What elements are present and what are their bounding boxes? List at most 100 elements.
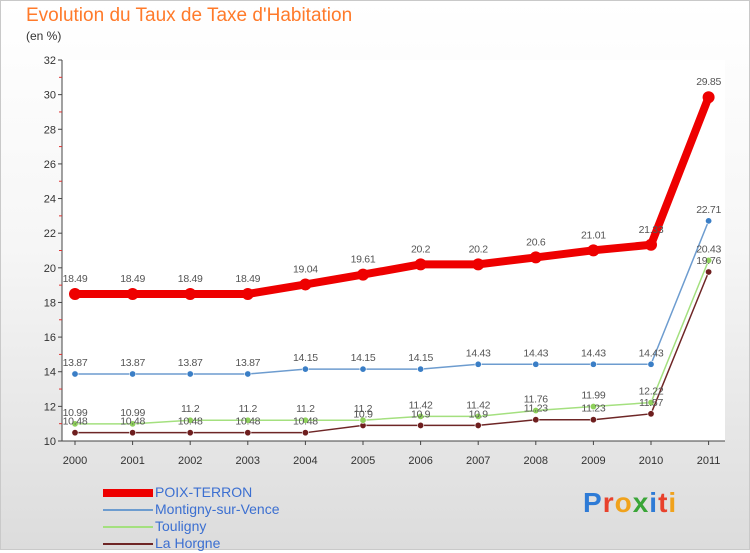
data-label-montigny-sur-vence: 14.15 xyxy=(408,352,433,364)
data-label-poix-terron: 21.01 xyxy=(581,229,606,241)
data-point-touligny xyxy=(474,412,482,420)
data-point-montigny-sur-vence xyxy=(186,370,194,378)
data-point-poix-terron xyxy=(357,268,369,281)
logo-letter: t xyxy=(658,487,669,518)
data-label-montigny-sur-vence: 13.87 xyxy=(178,357,203,369)
data-point-poix-terron xyxy=(126,287,139,300)
data-point-la-horgne xyxy=(417,421,425,429)
data-label-poix-terron: 19.61 xyxy=(351,254,376,266)
data-label-montigny-sur-vence: 14.15 xyxy=(351,352,376,364)
data-point-montigny-sur-vence xyxy=(705,217,713,225)
data-point-la-horgne xyxy=(186,429,194,437)
legend-swatch-montigny-sur-vence xyxy=(103,509,153,511)
data-point-touligny xyxy=(129,420,137,428)
x-tick-label: 2004 xyxy=(293,455,317,467)
data-label-touligny: 20.43 xyxy=(696,243,721,255)
data-point-la-horgne xyxy=(647,410,655,418)
data-point-touligny xyxy=(647,399,655,407)
data-label-touligny: 11.2 xyxy=(354,403,373,415)
data-point-poix-terron xyxy=(529,251,542,264)
legend-label: Touligny xyxy=(155,518,207,534)
y-tick-label: 22 xyxy=(44,228,56,240)
data-label-touligny: 11.2 xyxy=(181,403,200,415)
data-label-la-horgne: 11.23 xyxy=(581,403,605,415)
data-label-la-horgne: 10.48 xyxy=(235,416,260,428)
data-point-touligny xyxy=(71,420,79,428)
data-point-poix-terron xyxy=(184,287,197,300)
data-label-la-horgne: 10.48 xyxy=(63,416,88,428)
data-label-touligny: 11.42 xyxy=(466,399,490,411)
x-tick-label: 2000 xyxy=(63,455,87,467)
x-tick-label: 2008 xyxy=(524,455,548,467)
data-label-la-horgne: 11.57 xyxy=(639,397,663,409)
data-label-montigny-sur-vence: 14.43 xyxy=(639,347,664,359)
data-label-la-horgne: 10.48 xyxy=(178,416,203,428)
data-label-poix-terron: 20.2 xyxy=(469,243,489,255)
data-point-poix-terron xyxy=(587,244,600,257)
series-line-la-horgne xyxy=(74,271,710,434)
logo-letter: x xyxy=(632,487,650,518)
y-tick-label: 32 xyxy=(44,55,56,67)
x-tick-label: 2009 xyxy=(581,455,605,467)
data-point-la-horgne xyxy=(71,429,79,437)
x-tick-label: 2005 xyxy=(351,455,375,467)
data-point-touligny xyxy=(244,416,252,424)
data-point-touligny xyxy=(705,256,713,264)
data-point-montigny-sur-vence xyxy=(417,365,425,373)
data-label-la-horgne: 10.48 xyxy=(293,416,318,428)
data-label-poix-terron: 18.49 xyxy=(63,273,88,285)
data-label-la-horgne: 10.9 xyxy=(411,408,431,420)
data-label-montigny-sur-vence: 13.87 xyxy=(63,357,88,369)
y-tick-label: 24 xyxy=(44,194,56,206)
x-tick-label: 2007 xyxy=(466,455,490,467)
data-point-montigny-sur-vence xyxy=(532,360,540,368)
data-point-touligny xyxy=(417,412,425,420)
y-tick-label: 16 xyxy=(44,332,56,344)
data-point-la-horgne xyxy=(244,429,252,437)
y-tick-label: 20 xyxy=(44,263,56,275)
data-point-poix-terron xyxy=(69,287,81,300)
data-point-touligny xyxy=(532,407,540,415)
x-tick-label: 2003 xyxy=(236,455,260,467)
x-tick-label: 2002 xyxy=(178,455,202,467)
data-point-la-horgne xyxy=(474,421,482,429)
data-point-montigny-sur-vence xyxy=(244,370,252,378)
data-label-montigny-sur-vence: 14.43 xyxy=(466,347,491,359)
data-point-poix-terron xyxy=(414,258,427,271)
data-label-poix-terron: 18.49 xyxy=(178,273,203,285)
data-point-montigny-sur-vence xyxy=(647,360,655,368)
y-tick-label: 28 xyxy=(44,124,56,136)
y-tick-label: 26 xyxy=(44,159,56,171)
data-point-touligny xyxy=(186,416,194,424)
data-label-poix-terron: 20.2 xyxy=(411,243,431,255)
data-point-poix-terron xyxy=(702,91,715,104)
data-point-touligny xyxy=(589,403,597,411)
logo-letter: i xyxy=(668,487,678,518)
data-point-la-horgne xyxy=(129,429,137,437)
data-point-touligny xyxy=(359,416,367,424)
data-point-montigny-sur-vence xyxy=(71,370,79,378)
legend-label: Montigny-sur-Vence xyxy=(155,501,280,517)
data-label-la-horgne: 10.9 xyxy=(353,408,373,420)
data-point-touligny xyxy=(301,416,309,424)
legend-label: La Horgne xyxy=(155,535,221,551)
data-label-montigny-sur-vence: 14.43 xyxy=(523,347,548,359)
data-label-touligny: 11.76 xyxy=(524,394,548,406)
legend-swatch-touligny xyxy=(103,526,153,528)
data-label-la-horgne: 11.23 xyxy=(524,403,548,415)
y-tick-label: 14 xyxy=(44,367,56,379)
logo-letter: o xyxy=(614,487,633,518)
data-label-la-horgne: 10.9 xyxy=(469,408,489,420)
data-point-montigny-sur-vence xyxy=(301,365,309,373)
x-tick-label: 2011 xyxy=(697,455,721,467)
data-label-poix-terron: 21.33 xyxy=(639,224,664,236)
x-tick-label: 2010 xyxy=(639,455,663,467)
legend-label: POIX-TERRON xyxy=(155,484,253,500)
data-point-montigny-sur-vence xyxy=(129,370,137,378)
data-point-la-horgne xyxy=(705,268,713,276)
data-label-poix-terron: 18.49 xyxy=(235,273,260,285)
y-tick-label: 30 xyxy=(44,90,56,102)
y-tick-label: 18 xyxy=(44,297,56,309)
data-label-montigny-sur-vence: 14.43 xyxy=(581,347,606,359)
data-label-touligny: 11.99 xyxy=(581,390,605,402)
